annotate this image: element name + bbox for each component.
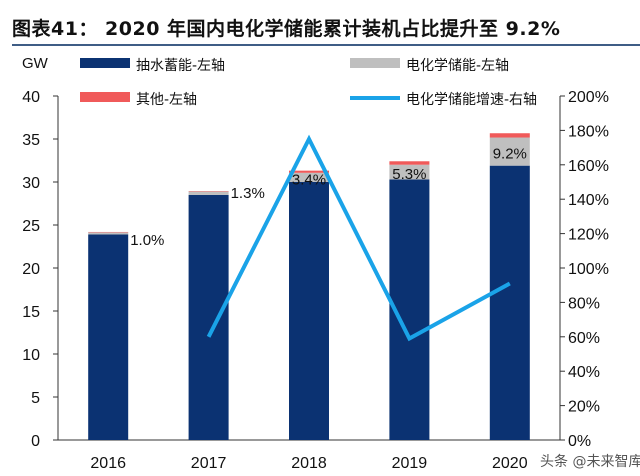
bar-2016	[88, 234, 129, 440]
bar-2016	[88, 232, 129, 235]
left-tick-label: 30	[22, 175, 40, 192]
bar-2020	[489, 137, 530, 166]
bar-2017	[188, 194, 229, 440]
right-tick-label: 140%	[568, 192, 609, 209]
left-tick-label: 40	[22, 89, 40, 106]
bar-2020	[489, 133, 530, 138]
data-label: 9.2%	[493, 146, 527, 163]
left-tick-label: 20	[22, 261, 40, 278]
right-tick-label: 20%	[568, 399, 600, 416]
x-tick-label: 2016	[90, 455, 126, 472]
legend-label: 电化学储能-左轴	[406, 58, 509, 74]
data-label: 5.3%	[392, 166, 426, 183]
data-label: 3.4%	[292, 171, 326, 188]
bar-2020	[489, 165, 530, 440]
left-tick-label: 10	[22, 347, 40, 364]
left-tick-label: 25	[22, 218, 40, 235]
left-tick-label: 5	[31, 390, 40, 407]
legend-label: 其他-左轴	[136, 92, 197, 108]
right-tick-label: 160%	[568, 158, 609, 175]
left-tick-label: 0	[31, 433, 40, 450]
legend-swatch	[80, 92, 130, 102]
legend-swatch	[80, 58, 130, 68]
left-axis-unit: GW	[22, 55, 49, 72]
right-tick-label: 60%	[568, 330, 600, 347]
bar-2019	[389, 164, 430, 180]
growth-line	[206, 134, 511, 342]
bar-2018	[289, 170, 329, 173]
data-label: 1.0%	[130, 232, 164, 249]
watermark: 头条 @未来智库	[540, 453, 640, 470]
right-tick-label: 200%	[568, 89, 609, 106]
bar-2017	[188, 191, 229, 195]
x-tick-label: 2018	[291, 455, 327, 472]
bar-2019	[389, 161, 430, 165]
legend-label: 抽水蓄能-左轴	[136, 58, 225, 74]
right-tick-label: 120%	[568, 227, 609, 244]
right-tick-label: 0%	[568, 433, 591, 450]
right-tick-label: 40%	[568, 364, 600, 381]
x-tick-label: 2017	[191, 455, 227, 472]
legend-swatch	[350, 58, 400, 68]
data-label: 1.3%	[231, 185, 265, 202]
left-tick-label: 35	[22, 132, 40, 149]
right-tick-label: 180%	[568, 123, 609, 140]
right-tick-label: 80%	[568, 295, 600, 312]
right-tick-label: 100%	[568, 261, 609, 278]
title-divider	[12, 44, 640, 46]
bar-2018	[289, 172, 329, 182]
legend-label: 电化学储能增速-右轴	[406, 92, 537, 108]
left-tick-label: 15	[22, 304, 40, 321]
bar-2018	[289, 182, 329, 440]
chart-title: 图表41： 2020 年国内电化学储能累计装机占比提升至 9.2%	[12, 18, 561, 40]
x-tick-label: 2020	[492, 455, 528, 472]
x-tick-label: 2019	[392, 455, 428, 472]
